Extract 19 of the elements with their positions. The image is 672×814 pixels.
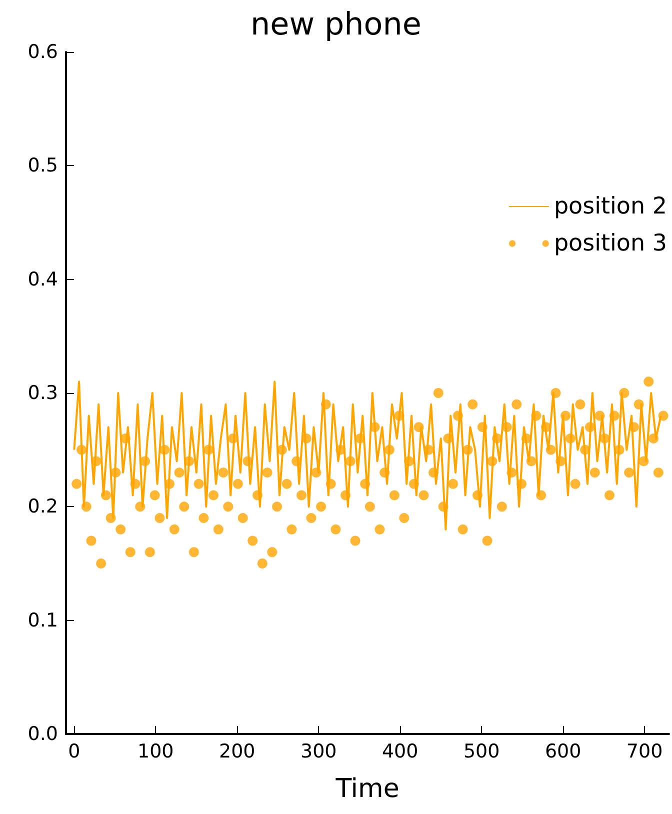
- y-tick-label: 0.1: [28, 609, 58, 632]
- y-tick-label: 0.4: [28, 268, 58, 290]
- x-axis-title: Time: [334, 774, 400, 804]
- legend-label: position 3: [554, 230, 667, 256]
- x-tick-label: 0: [68, 740, 80, 762]
- chart-title: new phone: [250, 6, 422, 42]
- x-tick-label: 100: [138, 740, 174, 762]
- y-tick-label: 0.2: [28, 496, 58, 518]
- y-tick-label: 0.6: [28, 41, 58, 63]
- x-tick-label: 300: [300, 740, 337, 762]
- y-tick-label: 0.0: [28, 723, 58, 745]
- y-tick-label: 0.5: [28, 154, 58, 177]
- x-tick-label: 700: [626, 740, 663, 762]
- y-tick-label: 0.3: [28, 382, 58, 404]
- x-tick-label: 200: [218, 740, 256, 762]
- x-tick-label: 600: [544, 740, 582, 762]
- x-tick-label: 500: [463, 740, 500, 762]
- legend-label: position 2: [554, 194, 667, 220]
- x-tick-label: 400: [382, 740, 418, 762]
